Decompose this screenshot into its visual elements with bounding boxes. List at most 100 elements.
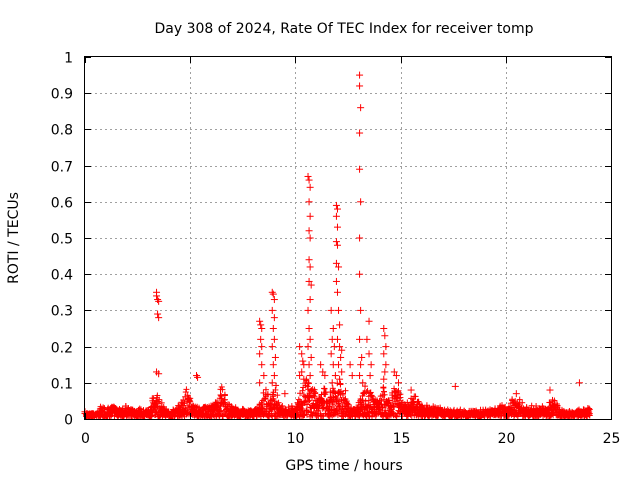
roti-point [335, 306, 343, 314]
grid-lines [85, 57, 611, 419]
y-tick-label: 0.8 [51, 123, 73, 139]
roti-point [357, 104, 365, 112]
chart-title: Day 308 of 2024, Rate Of TEC Index for r… [155, 21, 534, 37]
roti-point [365, 350, 373, 358]
roti-point [335, 361, 343, 369]
roti-point [392, 372, 400, 380]
y-axis-ticks: 0 0.1 0.2 0.3 0.4 0.5 0.6 0.7 0.8 0.9 1 [51, 51, 611, 429]
roti-point [268, 379, 276, 387]
roti-point [332, 212, 340, 220]
roti-point [270, 296, 278, 304]
roti-point [258, 325, 266, 332]
roti-point [394, 379, 402, 387]
x-axis-label: GPS time / hours [285, 458, 402, 474]
roti-point [305, 361, 313, 369]
roti-point [338, 368, 346, 376]
roti-point [268, 343, 276, 351]
roti-point [298, 350, 306, 358]
roti-point [269, 325, 277, 332]
roti-point [331, 372, 339, 380]
roti-point [260, 372, 268, 380]
roti-point [363, 335, 371, 343]
roti-point [299, 357, 307, 365]
roti-point [155, 370, 163, 378]
roti-point [333, 205, 341, 213]
roti-baseline-band [83, 376, 593, 420]
roti-point [332, 259, 340, 267]
y-tick-label: 0.7 [51, 160, 73, 176]
roti-point [390, 368, 398, 376]
roti-point [407, 386, 415, 394]
roti-point [381, 332, 389, 340]
x-tick-label: 25 [603, 431, 621, 447]
roti-point [356, 129, 364, 137]
roti-point [317, 361, 325, 369]
roti-point [365, 317, 373, 325]
x-axis-ticks: 0 5 10 15 20 25 [81, 57, 620, 447]
roti-point [380, 325, 388, 332]
roti-point [306, 296, 314, 304]
roti-point [333, 335, 341, 343]
roti-point [359, 379, 367, 387]
y-tick-label: 0 [64, 413, 73, 429]
roti-point [300, 375, 308, 383]
x-tick-label: 20 [498, 431, 516, 447]
roti-point [358, 353, 366, 361]
y-tick-label: 0.2 [51, 341, 73, 357]
roti-point [304, 343, 312, 351]
roti-point [305, 198, 313, 206]
roti-point [327, 306, 335, 314]
y-tick-label: 1 [64, 51, 73, 67]
roti-point [335, 263, 343, 271]
roti-point [512, 390, 520, 398]
roti-point [357, 306, 365, 314]
roti-point [307, 281, 315, 289]
roti-point [356, 372, 364, 380]
roti-point [193, 372, 201, 380]
roti-point [304, 379, 312, 387]
y-axis-label: ROTI / TECUs [6, 192, 22, 284]
x-tick-label: 5 [186, 431, 195, 447]
roti-point [381, 368, 389, 376]
roti-point [366, 372, 374, 380]
roti-point [332, 238, 340, 246]
roti-point [575, 379, 583, 387]
roti-point [268, 288, 276, 296]
roti-point [356, 71, 364, 79]
roti-point [305, 277, 313, 285]
roti-point [305, 176, 313, 184]
roti-points [81, 71, 583, 418]
y-tick-label: 0.6 [51, 196, 73, 212]
roti-point [270, 335, 278, 343]
y-tick-label: 0.4 [51, 268, 73, 284]
roti-point [356, 234, 364, 242]
roti-point [270, 314, 278, 322]
roti-point [357, 198, 365, 206]
roti-point [256, 350, 264, 358]
roti-point [356, 82, 364, 90]
plot-frame [84, 56, 612, 420]
roti-point [356, 165, 364, 173]
roti-point [257, 321, 265, 329]
roti-point [271, 353, 279, 361]
roti-point [333, 223, 341, 231]
y-tick-label: 0.3 [51, 304, 73, 320]
roti-point [269, 290, 277, 298]
roti-point [307, 353, 315, 361]
roti-point [382, 361, 390, 369]
x-tick-label: 10 [287, 431, 305, 447]
roti-point [298, 368, 306, 376]
roti-point [258, 361, 266, 369]
roti-point [155, 297, 163, 305]
roti-point [336, 375, 344, 383]
roti-point [154, 310, 162, 318]
roti-point [356, 335, 364, 343]
roti-point [304, 306, 312, 314]
y-tick-label: 0.5 [51, 232, 73, 248]
roti-point [306, 212, 314, 220]
roti-point [194, 373, 202, 381]
roti-point [296, 372, 304, 380]
x-tick-label: 15 [393, 431, 411, 447]
roti-point [356, 270, 364, 278]
